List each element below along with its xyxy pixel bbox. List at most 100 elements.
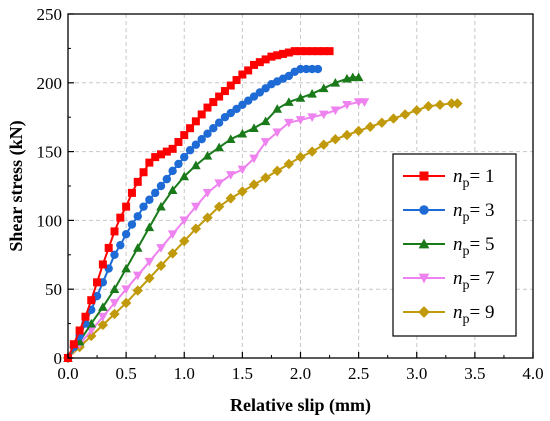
y-tick-label: 200 [37,74,63,93]
data-point [156,244,166,253]
data-point [238,100,247,110]
legend-subscript: p [463,278,470,293]
x-tick-label: 3.5 [464,364,485,383]
data-point [261,55,270,64]
data-point [273,51,282,60]
data-point [151,153,160,162]
legend-value: = 1 [470,166,495,187]
data-point [318,110,329,120]
data-point [243,96,253,105]
data-point [260,116,271,126]
legend: np= 1np= 3np= 5np= 7np= 9 [392,153,517,337]
legend-label: np= 1 [453,166,494,191]
data-point [179,171,190,181]
legend-subscript: p [463,312,470,327]
data-point [139,168,148,177]
legend-marker [419,171,429,181]
data-point [132,243,143,252]
legend-entry: np= 3 [403,200,494,225]
data-point [110,250,119,259]
legend-entry: np= 5 [403,234,494,259]
y-tick-label: 250 [37,5,63,24]
data-point [174,159,183,169]
x-tick-label: 3.0 [406,364,427,383]
data-point [272,165,283,177]
data-point [359,98,370,107]
data-point [318,139,329,150]
data-point [284,118,294,128]
data-point [197,110,206,119]
data-point [255,58,264,67]
data-point [290,47,299,56]
data-point [237,128,248,138]
series-4 [63,98,370,363]
data-point [225,134,236,144]
data-point [423,100,434,112]
series-3 [63,72,364,362]
data-point [267,52,276,61]
data-point [167,185,178,194]
data-point [191,160,201,170]
data-point [307,89,317,98]
y-tick-label: 100 [37,211,63,230]
data-point [93,278,102,287]
data-point [411,105,422,116]
legend-subscript: p [463,176,470,191]
x-tick-label: 4.0 [522,364,543,383]
data-point [75,326,84,335]
data-point [144,257,155,267]
data-point [225,171,236,180]
data-point [157,150,165,159]
data-point [220,113,230,122]
legend-marker [418,273,430,284]
data-point [179,216,190,226]
legend-label: np= 7 [453,268,494,293]
data-point [203,103,212,112]
data-point [250,60,258,69]
y-tick-label: 0 [54,349,63,368]
legend-label: np= 3 [453,200,494,225]
data-point [98,312,108,322]
data-point [155,260,167,272]
data-point [127,188,136,197]
data-point [313,64,323,74]
data-point [260,138,271,147]
data-point [215,92,224,101]
data-point [104,243,113,252]
data-point [302,64,311,74]
data-point [279,49,288,58]
legend-symbol: n [453,302,463,323]
data-point [185,146,195,155]
data-point [186,124,195,133]
data-point [330,78,341,87]
data-point [284,71,294,81]
data-point [452,98,463,109]
data-point [180,131,189,140]
data-point [306,146,318,157]
data-point [87,296,96,305]
legend-symbol: n [453,234,463,255]
data-point [69,340,78,349]
data-point [225,193,236,204]
data-point [249,123,259,133]
data-point [202,189,213,198]
x-tick-labels: 0.0 0.5 1.0 1.5 2.0 2.5 3.0 3.5 4.0 [57,364,543,383]
data-point [144,222,155,232]
legend-entry: np= 7 [403,268,494,293]
data-point [341,129,353,141]
data-point [180,152,189,162]
data-point [255,88,265,97]
data-point [121,263,131,273]
data-point [98,302,108,311]
legend-label: np= 5 [453,234,494,259]
data-point [308,47,317,56]
legend-subscript: p [463,210,470,225]
x-axis-title: Relative slip (mm) [230,395,371,416]
data-point [122,202,131,211]
y-tick-labels: 0 50 100 150 200 250 [37,5,63,368]
x-tick-label: 1.0 [174,364,195,383]
axis-ticks [67,13,534,359]
data-point [214,118,224,127]
data-point [167,230,178,239]
